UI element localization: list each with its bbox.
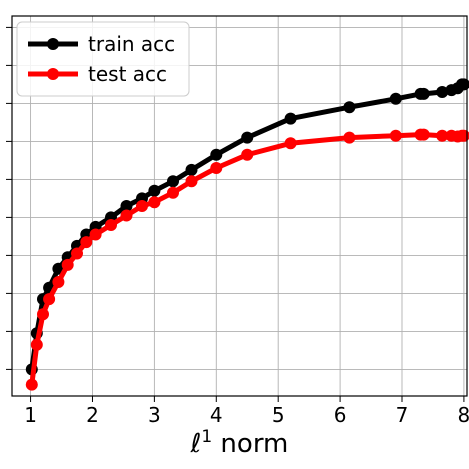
data-point bbox=[120, 200, 133, 212]
data-point bbox=[71, 247, 83, 260]
data-point bbox=[284, 137, 297, 150]
data-point bbox=[167, 175, 179, 188]
x-tick-label: 2 bbox=[86, 403, 99, 427]
data-point bbox=[120, 209, 133, 222]
data-point bbox=[25, 378, 38, 391]
data-point bbox=[52, 276, 65, 288]
x-axis-label: ℓ1 norm bbox=[190, 427, 289, 459]
plot-frame bbox=[11, 15, 468, 397]
ticks: 1 2 3 4 5 6 7 8 bbox=[6, 26, 469, 427]
data-point bbox=[417, 87, 430, 100]
legend-box bbox=[16, 21, 190, 97]
data-point bbox=[80, 236, 93, 249]
data-point bbox=[210, 148, 223, 161]
x-axis-label-rest: norm bbox=[212, 429, 288, 459]
legend: train acc test acc bbox=[16, 21, 190, 97]
x-tick-label: 5 bbox=[272, 403, 285, 427]
series-line bbox=[29, 132, 467, 388]
legend-entry-test: test acc bbox=[28, 62, 167, 86]
data-point bbox=[457, 129, 469, 142]
x-axis-label-base: ℓ bbox=[190, 429, 202, 459]
data-point bbox=[136, 200, 148, 212]
data-point bbox=[389, 129, 402, 142]
x-tick-label: 3 bbox=[148, 403, 161, 427]
x-axis-label-sup: 1 bbox=[201, 427, 212, 447]
data-point bbox=[436, 86, 449, 98]
data-point bbox=[343, 101, 356, 114]
x-tick-label: 4 bbox=[210, 403, 223, 427]
data-point bbox=[105, 219, 117, 231]
x-tick-label: 8 bbox=[458, 403, 469, 427]
data-point bbox=[30, 338, 43, 351]
series-test-acc bbox=[25, 128, 469, 391]
data-point bbox=[343, 131, 356, 144]
legend-label-test: test acc bbox=[88, 62, 167, 86]
x-tick-label: 6 bbox=[334, 403, 347, 427]
data-point bbox=[148, 184, 161, 197]
x-tick-label: 7 bbox=[396, 403, 409, 427]
data-point bbox=[457, 78, 469, 91]
legend-label-train: train acc bbox=[88, 32, 175, 56]
data-point bbox=[284, 112, 297, 125]
data-point bbox=[210, 162, 223, 174]
series-layer bbox=[25, 78, 469, 391]
data-point bbox=[417, 128, 430, 141]
data-point bbox=[43, 293, 56, 306]
data-point bbox=[37, 308, 49, 321]
data-point bbox=[436, 129, 449, 142]
data-point bbox=[167, 186, 179, 199]
x-tick-label: 1 bbox=[24, 403, 37, 427]
legend-marker-train bbox=[47, 38, 59, 50]
legend-marker-test bbox=[47, 68, 59, 80]
data-point bbox=[89, 228, 102, 241]
data-point bbox=[241, 148, 254, 161]
data-point bbox=[61, 258, 74, 271]
grid bbox=[12, 16, 467, 396]
data-point bbox=[241, 131, 254, 144]
data-point bbox=[185, 175, 198, 188]
data-point bbox=[185, 163, 198, 176]
data-point bbox=[389, 92, 402, 105]
data-point bbox=[148, 196, 161, 209]
legend-entry-train: train acc bbox=[28, 32, 175, 56]
